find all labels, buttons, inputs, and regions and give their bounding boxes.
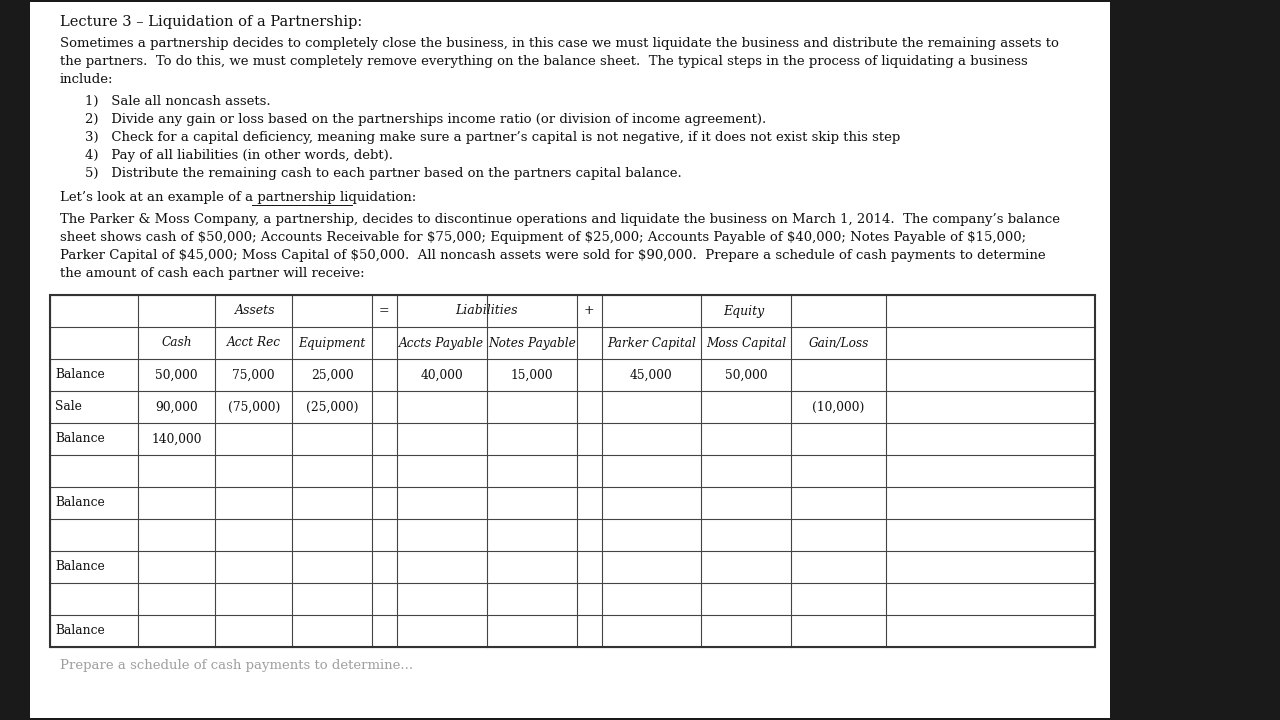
Text: the amount of cash each partner will receive:: the amount of cash each partner will rec… bbox=[60, 267, 365, 280]
Text: Cash: Cash bbox=[161, 336, 192, 349]
Text: Let’s look at an example of a partnership liquidation:: Let’s look at an example of a partnershi… bbox=[60, 191, 416, 204]
Text: Acct Rec: Acct Rec bbox=[227, 336, 280, 349]
Text: (75,000): (75,000) bbox=[228, 400, 280, 413]
Bar bbox=[29, 2, 1110, 718]
Bar bbox=[50, 295, 1094, 647]
Text: 3)   Check for a capital deficiency, meaning make sure a partner’s capital is no: 3) Check for a capital deficiency, meani… bbox=[84, 131, 900, 144]
Text: 25,000: 25,000 bbox=[311, 369, 353, 382]
Text: 50,000: 50,000 bbox=[724, 369, 767, 382]
Bar bbox=[50, 295, 1094, 647]
Text: Prepare a schedule of cash payments to determine...: Prepare a schedule of cash payments to d… bbox=[60, 659, 413, 672]
Text: Equity: Equity bbox=[723, 305, 764, 318]
Text: the partners.  To do this, we must completely remove everything on the balance s: the partners. To do this, we must comple… bbox=[60, 55, 1028, 68]
Text: Accts Payable: Accts Payable bbox=[399, 336, 484, 349]
Text: 140,000: 140,000 bbox=[151, 433, 202, 446]
Text: Moss Capital: Moss Capital bbox=[705, 336, 786, 349]
Text: Parker Capital of $45,000; Moss Capital of $50,000.  All noncash assets were sol: Parker Capital of $45,000; Moss Capital … bbox=[60, 249, 1046, 262]
Text: Liabilities: Liabilities bbox=[456, 305, 518, 318]
Text: 45,000: 45,000 bbox=[630, 369, 673, 382]
Text: (25,000): (25,000) bbox=[306, 400, 358, 413]
Text: +: + bbox=[584, 305, 594, 318]
Text: Assets: Assets bbox=[234, 305, 275, 318]
Text: 75,000: 75,000 bbox=[233, 369, 275, 382]
Text: Parker Capital: Parker Capital bbox=[607, 336, 696, 349]
Text: Equipment: Equipment bbox=[298, 336, 366, 349]
Text: Sometimes a partnership decides to completely close the business, in this case w: Sometimes a partnership decides to compl… bbox=[60, 37, 1059, 50]
Text: Balance: Balance bbox=[55, 369, 105, 382]
Text: Lecture 3 – Liquidation of a Partnership:: Lecture 3 – Liquidation of a Partnership… bbox=[60, 15, 362, 29]
Text: Balance: Balance bbox=[55, 624, 105, 637]
Text: 15,000: 15,000 bbox=[511, 369, 553, 382]
Text: Notes Payable: Notes Payable bbox=[488, 336, 576, 349]
Text: 50,000: 50,000 bbox=[155, 369, 197, 382]
Text: 2)   Divide any gain or loss based on the partnerships income ratio (or division: 2) Divide any gain or loss based on the … bbox=[84, 113, 767, 126]
Text: Gain/Loss: Gain/Loss bbox=[808, 336, 869, 349]
Text: 4)   Pay of all liabilities (in other words, debt).: 4) Pay of all liabilities (in other word… bbox=[84, 149, 393, 162]
Text: Balance: Balance bbox=[55, 560, 105, 574]
Text: Balance: Balance bbox=[55, 433, 105, 446]
Text: 5)   Distribute the remaining cash to each partner based on the partners capital: 5) Distribute the remaining cash to each… bbox=[84, 167, 682, 180]
Text: 1)   Sale all noncash assets.: 1) Sale all noncash assets. bbox=[84, 95, 270, 108]
Text: The Parker & Moss Company, a partnership, decides to discontinue operations and : The Parker & Moss Company, a partnership… bbox=[60, 213, 1060, 226]
Text: =: = bbox=[379, 305, 389, 318]
Text: Sale: Sale bbox=[55, 400, 82, 413]
Text: (10,000): (10,000) bbox=[813, 400, 865, 413]
Text: sheet shows cash of $50,000; Accounts Receivable for $75,000; Equipment of $25,0: sheet shows cash of $50,000; Accounts Re… bbox=[60, 231, 1027, 244]
Text: Balance: Balance bbox=[55, 497, 105, 510]
Text: 40,000: 40,000 bbox=[421, 369, 463, 382]
Text: 90,000: 90,000 bbox=[155, 400, 198, 413]
Text: include:: include: bbox=[60, 73, 114, 86]
